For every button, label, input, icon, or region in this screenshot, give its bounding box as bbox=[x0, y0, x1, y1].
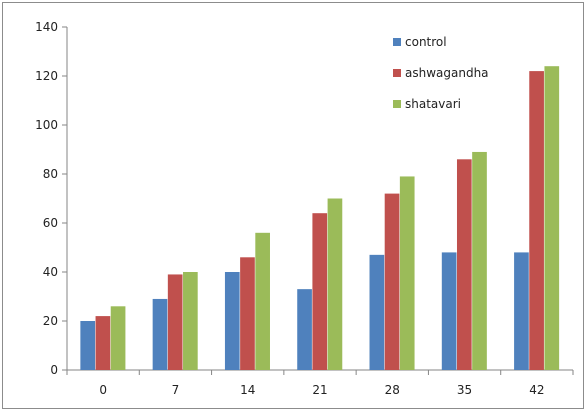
bar-shatavari-0 bbox=[110, 306, 126, 370]
x-tick-label: 28 bbox=[385, 383, 400, 397]
bar-ashwagandha-21 bbox=[312, 213, 328, 370]
bar-control-0 bbox=[80, 321, 96, 370]
y-tick-label: 120 bbox=[35, 69, 58, 83]
bars bbox=[80, 66, 560, 370]
bar-shatavari-7 bbox=[183, 272, 198, 370]
y-tick-label: 80 bbox=[43, 167, 58, 181]
bar-control-35 bbox=[441, 252, 457, 370]
bar-control-7 bbox=[152, 298, 168, 370]
y-axis: 0 20 40 60 80 100 120 140 bbox=[35, 20, 68, 377]
bar-ashwagandha-7 bbox=[167, 274, 183, 370]
x-tick-label: 7 bbox=[172, 383, 180, 397]
y-tick-label: 100 bbox=[35, 118, 58, 132]
bar-shatavari-21 bbox=[327, 198, 343, 370]
legend-label-ashwagandha: ashwagandha bbox=[405, 66, 489, 80]
bar-shatavari-35 bbox=[472, 151, 487, 370]
legend-swatch-shatavari bbox=[393, 100, 401, 108]
bar-shatavari-14 bbox=[255, 232, 270, 370]
bar-ashwagandha-28 bbox=[384, 193, 400, 370]
bar-control-42 bbox=[514, 252, 529, 370]
legend-swatch-control bbox=[393, 38, 401, 46]
x-tick-label: 21 bbox=[312, 383, 327, 397]
legend: control ashwagandha shatavari bbox=[393, 35, 489, 111]
bar-shatavari-28 bbox=[399, 176, 415, 370]
y-tick-label: 0 bbox=[50, 363, 58, 377]
bar-control-28 bbox=[369, 254, 385, 370]
y-tick-label: 60 bbox=[43, 216, 58, 230]
bar-control-14 bbox=[224, 272, 240, 370]
bar-shatavari-42 bbox=[544, 66, 560, 370]
x-axis: 0 7 14 21 28 35 42 bbox=[66, 369, 574, 397]
legend-label-control: control bbox=[405, 35, 447, 49]
bar-ashwagandha-35 bbox=[456, 159, 472, 370]
legend-swatch-ashwagandha bbox=[393, 69, 401, 77]
x-tick-label: 0 bbox=[99, 383, 107, 397]
x-tick-label: 35 bbox=[457, 383, 472, 397]
x-tick-label: 42 bbox=[529, 383, 544, 397]
legend-label-shatavari: shatavari bbox=[405, 97, 461, 111]
x-tick-label: 14 bbox=[240, 383, 255, 397]
bar-ashwagandha-42 bbox=[529, 71, 544, 370]
y-tick-label: 20 bbox=[43, 314, 58, 328]
bar-control-21 bbox=[297, 289, 312, 370]
bar-ashwagandha-0 bbox=[95, 316, 111, 370]
bar-ashwagandha-14 bbox=[240, 257, 255, 370]
y-tick-label: 40 bbox=[43, 265, 58, 279]
y-tick-label: 140 bbox=[35, 20, 58, 34]
